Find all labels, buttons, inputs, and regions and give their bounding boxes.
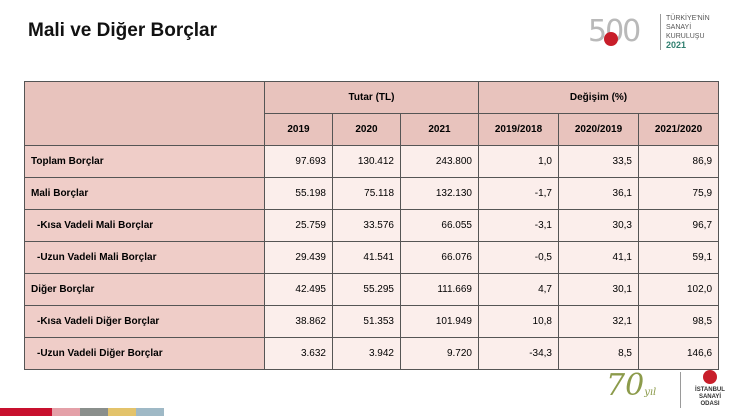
table-cell: -34,3: [478, 337, 559, 370]
row-label: Toplam Borçlar: [24, 145, 265, 178]
footer-stripe-red: [0, 408, 52, 416]
turkiye-500-logo: 500 TÜRKİYE'NİN SANAYİ KURULUŞU 2021: [586, 10, 722, 54]
table-cell: -1,7: [478, 177, 559, 210]
table-cell: 98,5: [637, 305, 720, 338]
row-label: -Uzun Vadeli Diğer Borçlar: [24, 337, 265, 370]
table-cell: 75.118: [332, 177, 401, 210]
row-label: Diğer Borçlar: [24, 273, 265, 306]
year-header: 2021: [400, 113, 479, 146]
table-cell: 32,1: [558, 305, 639, 338]
iso-line2: SANAYİ ODASI: [698, 394, 722, 407]
logo-text: TÜRKİYE'NİN SANAYİ KURULUŞU 2021: [666, 14, 722, 50]
table-cell: 4,7: [478, 273, 559, 306]
iso-line1: İSTANBUL: [695, 387, 725, 393]
footer-divider: [680, 372, 681, 408]
anniversary-yil: yıl: [644, 387, 657, 398]
table-cell: 30,1: [558, 273, 639, 306]
footer-stripe-yellow: [108, 408, 136, 416]
table-cell: 3.632: [264, 337, 333, 370]
table-cell: 33.576: [332, 209, 401, 242]
logo-year: 2021: [666, 40, 687, 50]
table-cell: 66.055: [400, 209, 479, 242]
table-cell: 10,8: [478, 305, 559, 338]
table-cell: 55.295: [332, 273, 401, 306]
logo-divider: [660, 14, 661, 50]
table-cell: 130.412: [332, 145, 401, 178]
iso-badge-icon: [604, 32, 618, 46]
table-cell: 243.800: [400, 145, 479, 178]
table-cell: -3,1: [478, 209, 559, 242]
table-group-header-row: Tutar (TL) Değişim (%): [24, 81, 720, 146]
logo-line2: SANAYİ KURULUŞU: [666, 24, 705, 40]
table-cell: 1,0: [478, 145, 559, 178]
table-row: Toplam Borçlar 97.693 130.412 243.800 1,0 33,…: [24, 145, 720, 178]
table-cell: 30,3: [558, 209, 639, 242]
table-row: -Uzun Vadeli Mali Borçlar 29.439 41.541 66.…: [24, 241, 720, 274]
row-label: -Kısa Vadeli Diğer Borçlar: [24, 305, 265, 338]
table-cell: 75,9: [637, 177, 720, 210]
table-cell: 25.759: [264, 209, 333, 242]
table-cell: 102,0: [637, 273, 720, 306]
table-cell: 36,1: [558, 177, 639, 210]
row-label: -Uzun Vadeli Mali Borçlar: [24, 241, 265, 274]
table-row: -Kısa Vadeli Diğer Borçlar 38.862 51.353 10…: [24, 305, 720, 338]
table-cell: 41,1: [558, 241, 639, 274]
degisim-header: Değişim (%): [477, 81, 720, 114]
table-year-header-row: 2019 2020 2021 2019/2018 2020/2019 2021/…: [25, 113, 720, 146]
row-label: -Kısa Vadeli Mali Borçlar: [24, 209, 265, 242]
debts-table: Tutar (TL) Değişim (%) 2019 2020 2021 20…: [24, 81, 720, 370]
footer-stripe-gray: [80, 408, 108, 416]
table-cell: 38.862: [264, 305, 333, 338]
table-cell: 55.198: [264, 177, 333, 210]
change-header: 2020/2019: [558, 113, 639, 146]
footer-stripe-blue: [136, 408, 164, 416]
table-cell: 86,9: [637, 145, 720, 178]
table-cell: 96,7: [637, 209, 720, 242]
table-cell: -0,5: [478, 241, 559, 274]
table-cell: 3.942: [332, 337, 401, 370]
table-cell: 66.076: [400, 241, 479, 274]
table-cell: 33,5: [558, 145, 639, 178]
change-header: 2019/2018: [478, 113, 559, 146]
anniversary-number: 70: [606, 368, 645, 403]
table-row: Mali Borçlar 55.198 75.118 132.130 -1,7 36,1 7…: [24, 177, 720, 210]
table-cell: 42.495: [264, 273, 333, 306]
table-cell: 9.720: [400, 337, 479, 370]
table-cell: 97.693: [264, 145, 333, 178]
table-cell: 111.669: [400, 273, 479, 306]
footer-stripe-pink: [52, 408, 80, 416]
iso-gear-icon: [703, 370, 717, 384]
change-header: 2021/2020: [637, 113, 720, 146]
iso-logo: İSTANBUL SANAYİ ODASI: [690, 370, 730, 408]
logo-line1: TÜRKİYE'NİN: [666, 15, 710, 22]
table-cell: 51.353: [332, 305, 401, 338]
tutar-header: Tutar (TL): [264, 81, 479, 114]
table-cell: 101.949: [400, 305, 479, 338]
table-cell: 146,6: [637, 337, 720, 370]
page-title: Mali ve Diğer Borçlar: [28, 20, 218, 41]
table-cell: 41.541: [332, 241, 401, 274]
table-cell: 59,1: [637, 241, 720, 274]
table-cell: 132.130: [400, 177, 479, 210]
table-row: Diğer Borçlar 42.495 55.295 111.669 4,7 30,1 1…: [24, 273, 720, 306]
table-row: -Kısa Vadeli Mali Borçlar 25.759 33.576 66.…: [24, 209, 720, 242]
year-header: 2019: [264, 113, 333, 146]
table-cell: 29.439: [264, 241, 333, 274]
row-label: Mali Borçlar: [24, 177, 265, 210]
table-corner-cell: [24, 81, 265, 146]
table-row: -Uzun Vadeli Diğer Borçlar 3.632 3.942 9.72…: [24, 337, 720, 370]
year-header: 2020: [332, 113, 401, 146]
table-cell: 8,5: [558, 337, 639, 370]
anniversary-logo: 70yıl: [606, 368, 656, 403]
